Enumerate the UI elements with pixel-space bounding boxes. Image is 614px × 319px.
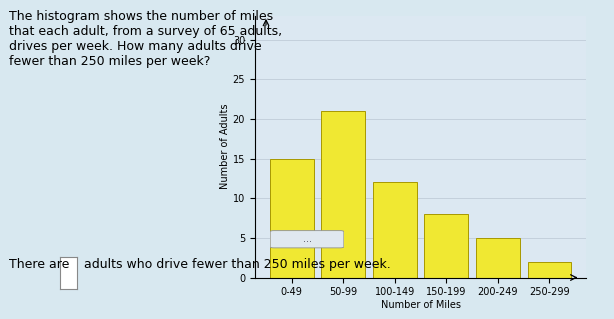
X-axis label: Number of Miles: Number of Miles — [381, 300, 460, 310]
Y-axis label: Number of Adults: Number of Adults — [220, 104, 230, 189]
Bar — [424, 214, 468, 278]
Bar — [476, 238, 520, 278]
Text: ...: ... — [303, 234, 311, 244]
Bar — [373, 182, 417, 278]
Text: adults who drive fewer than 250 miles per week.: adults who drive fewer than 250 miles pe… — [80, 258, 391, 271]
Bar — [527, 262, 571, 278]
Text: There are: There are — [9, 258, 74, 271]
FancyBboxPatch shape — [270, 231, 344, 248]
Bar — [270, 159, 314, 278]
Text: The histogram shows the number of miles
that each adult, from a survey of 65 adu: The histogram shows the number of miles … — [9, 10, 282, 68]
Bar — [321, 111, 365, 278]
